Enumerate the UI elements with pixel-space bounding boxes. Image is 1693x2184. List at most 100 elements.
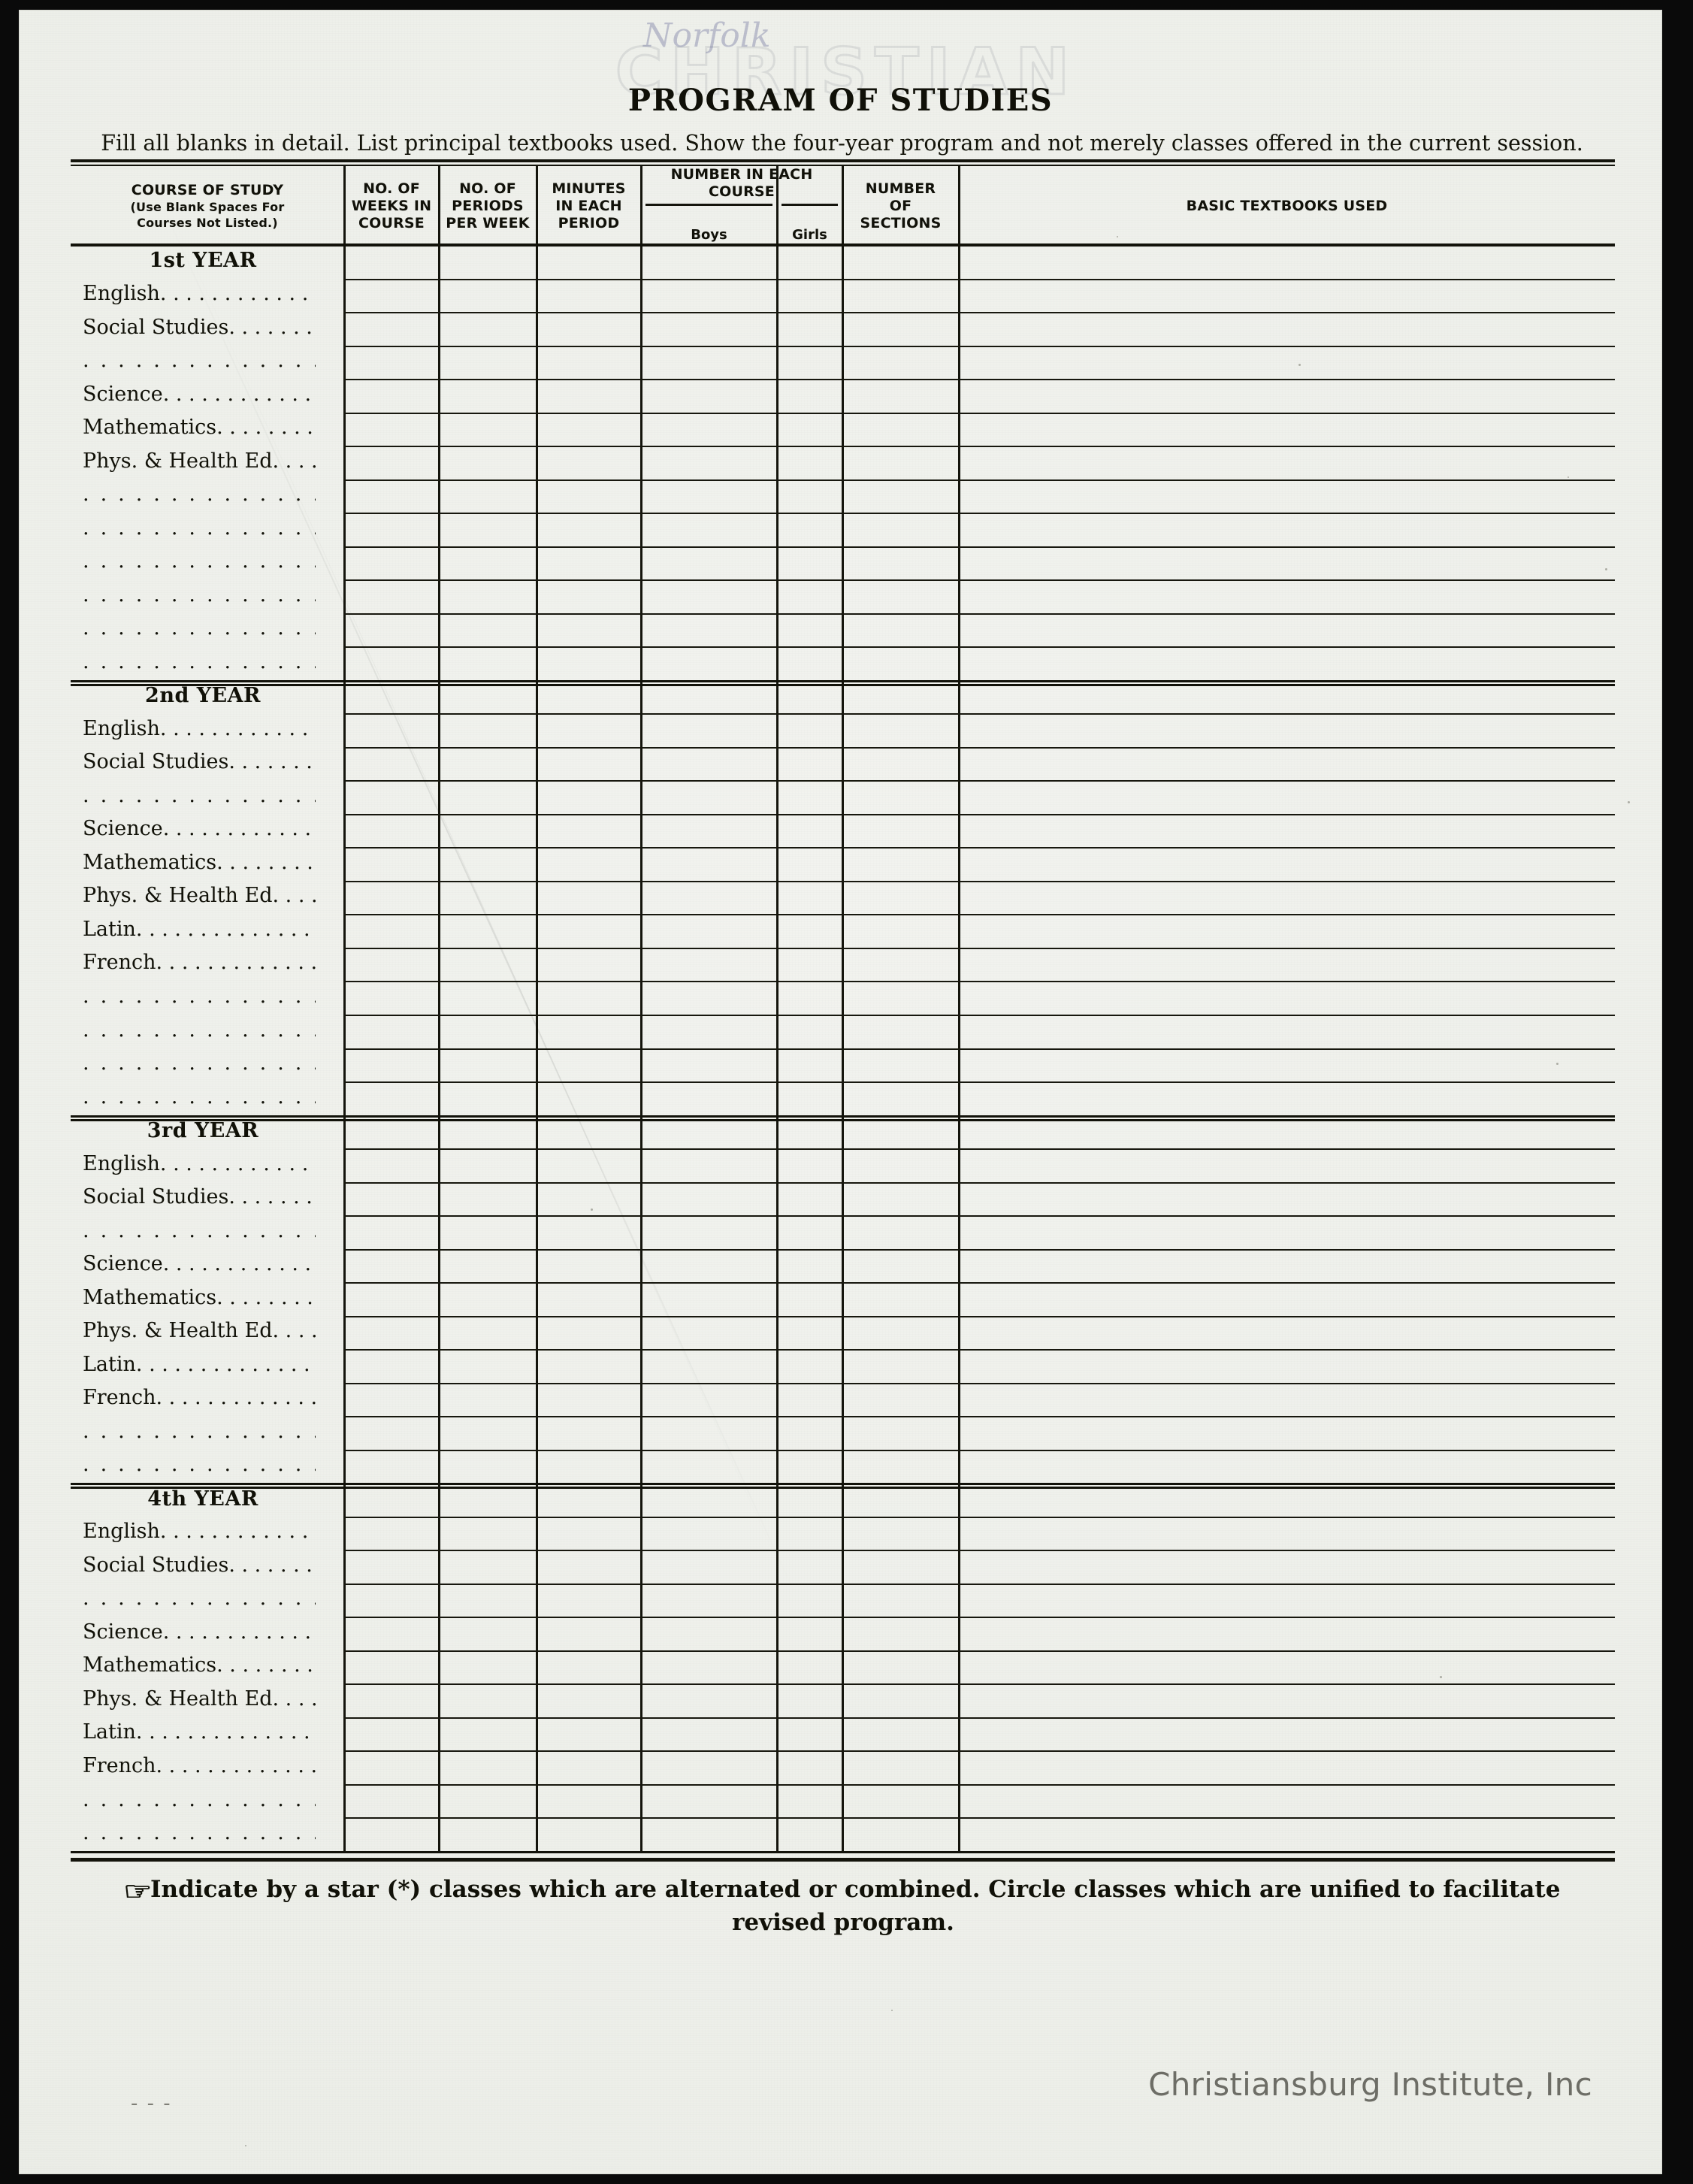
course-row-label[interactable]: . . . . . . . . . . . . . . . . . . . . … xyxy=(83,1051,316,1075)
course-row-label[interactable]: English. . . . . . . . . . . . . . xyxy=(83,1520,316,1544)
row-rule xyxy=(344,412,1615,414)
course-row-label[interactable]: Social Studies. . . . . . . . . xyxy=(83,750,316,774)
row-rule xyxy=(344,513,1615,515)
course-row-label[interactable]: Phys. & Health Ed. . . . . . xyxy=(83,884,316,908)
course-row-label[interactable]: . . . . . . . . . . . . . . . . . . . . … xyxy=(83,1787,316,1811)
row-rule xyxy=(344,713,1615,715)
paper-speck xyxy=(1568,476,1569,478)
course-row-label[interactable]: . . . . . . . . . . . . . . . . . . . . … xyxy=(83,1587,316,1611)
course-row-label[interactable]: . . . . . . . . . . . . . . . . . . . . … xyxy=(83,482,316,507)
table-column-divider xyxy=(343,166,346,246)
header-weeks-in-course: NO. OF WEEKS IN COURSE xyxy=(344,166,439,246)
row-rule xyxy=(344,746,1615,749)
row-rule xyxy=(344,1382,1615,1384)
course-row-label[interactable]: . . . . . . . . . . . . . . . . . . . . … xyxy=(83,516,316,540)
course-row-label[interactable]: . . . . . . . . . . . . . . . . . . . . … xyxy=(83,616,316,640)
course-row-label[interactable]: French. . . . . . . . . . . . . . xyxy=(83,951,316,975)
course-row-label[interactable]: Mathematics. . . . . . . . . . xyxy=(83,1285,316,1309)
paper-speck xyxy=(1628,801,1630,803)
course-row-label[interactable]: Phys. & Health Ed. . . . . . xyxy=(83,449,316,473)
header-periods-per-week-line-3: PER WEEK xyxy=(446,214,530,231)
section-divider-rule xyxy=(71,1851,1615,1853)
header-weeks-in-course-line-1: NO. OF xyxy=(363,180,420,197)
course-row-label[interactable]: . . . . . . . . . . . . . . . . . . . . … xyxy=(83,349,316,373)
row-rule xyxy=(344,1783,1615,1786)
header-number-of-sections-line-1: NUMBER xyxy=(865,180,936,197)
row-rule xyxy=(344,847,1615,849)
course-row-label[interactable]: French. . . . . . . . . . . . . . xyxy=(83,1753,316,1777)
course-row-label[interactable]: English. . . . . . . . . . . . . . xyxy=(83,282,316,306)
course-row-label[interactable]: French. . . . . . . . . . . . . . xyxy=(83,1386,316,1410)
row-rule xyxy=(344,1817,1615,1819)
header-weeks-in-course-line-3: COURSE xyxy=(358,214,425,231)
section-divider-rule xyxy=(71,1483,1615,1486)
table-top-rule xyxy=(71,159,1615,162)
header-number-of-sections-line-2: OF xyxy=(889,197,912,214)
header-minutes-each-period-line-3: PERIOD xyxy=(558,214,620,231)
course-row-label[interactable]: Mathematics. . . . . . . . . . xyxy=(83,850,316,874)
course-row-label[interactable]: . . . . . . . . . . . . . . . . . . . . … xyxy=(83,582,316,606)
course-row-label[interactable]: Science. . . . . . . . . . . . . . xyxy=(83,382,316,406)
course-row-label[interactable]: . . . . . . . . . . . . . . . . . . . . … xyxy=(83,783,316,807)
course-row-label[interactable]: . . . . . . . . . . . . . . . . . . . . … xyxy=(83,1821,316,1845)
course-row-label[interactable]: . . . . . . . . . . . . . . . . . . . . … xyxy=(83,1419,316,1443)
table-column-divider xyxy=(438,166,440,246)
row-rule xyxy=(344,312,1615,314)
row-rule xyxy=(344,1248,1615,1251)
course-row-label[interactable]: Social Studies. . . . . . . . . xyxy=(83,315,316,339)
course-row-label[interactable]: Latin. . . . . . . . . . . . . . . . xyxy=(83,1352,316,1376)
header-number-in-each-course-line-2: COURSE xyxy=(708,183,775,200)
document-sheet: CHRISTIAN Norfolk PROGRAM OF STUDIES Fil… xyxy=(20,11,1661,2173)
header-bottom-rule xyxy=(71,244,1615,247)
course-row-label[interactable]: Phys. & Health Ed. . . . . . xyxy=(83,1319,316,1343)
course-row-label[interactable]: . . . . . . . . . . . . . . . . . . . . … xyxy=(83,1218,316,1242)
row-rule xyxy=(344,1282,1615,1284)
table-header-row: COURSE OF STUDY (Use Blank Spaces For Cour… xyxy=(71,166,1615,246)
course-row-label[interactable]: . . . . . . . . . . . . . . . . . . . . … xyxy=(83,985,316,1009)
course-row-label[interactable]: . . . . . . . . . . . . . . . . . . . . … xyxy=(83,1018,316,1042)
section-divider-rule xyxy=(71,1115,1615,1118)
page-title: PROGRAM OF STUDIES xyxy=(627,83,1054,118)
header-subcolumn-rule-1 xyxy=(645,204,772,206)
course-row-label[interactable]: Latin. . . . . . . . . . . . . . . . xyxy=(83,1720,316,1744)
program-of-studies-form: PROGRAM OF STUDIES Fill all blanks in de… xyxy=(20,11,1661,2173)
row-rule xyxy=(344,1148,1615,1151)
table-column-divider xyxy=(776,202,778,246)
row-rule xyxy=(344,278,1615,280)
course-row-label[interactable]: Science. . . . . . . . . . . . . . xyxy=(83,817,316,841)
course-row-label[interactable]: English. . . . . . . . . . . . . . xyxy=(83,716,316,740)
course-row-label[interactable]: . . . . . . . . . . . . . . . . . . . . … xyxy=(83,1084,316,1109)
footer-note-line-1: Indicate by a star (*) classes which are… xyxy=(150,1876,1561,1903)
course-row-label[interactable]: . . . . . . . . . . . . . . . . . . . . … xyxy=(83,1453,316,1477)
course-row-label[interactable]: Science. . . . . . . . . . . . . . xyxy=(83,1620,316,1644)
row-rule xyxy=(344,646,1615,649)
section-heading-3: 3rd YEAR xyxy=(147,1118,259,1142)
row-rule xyxy=(344,1215,1615,1218)
row-rule xyxy=(344,379,1615,381)
row-rule xyxy=(344,1617,1615,1619)
row-rule xyxy=(344,880,1615,882)
course-row-label[interactable]: Phys. & Health Ed. . . . . . xyxy=(83,1686,316,1711)
row-rule xyxy=(344,1550,1615,1552)
course-row-label[interactable]: . . . . . . . . . . . . . . . . . . . . … xyxy=(83,649,316,673)
header-number-of-sections: NUMBER OF SECTIONS xyxy=(842,166,959,246)
header-basic-textbooks-used: BASIC TEXTBOOKS USED xyxy=(959,166,1615,246)
stray-pencil-mark: - - - xyxy=(131,2092,172,2115)
course-row-label[interactable]: Latin. . . . . . . . . . . . . . . . xyxy=(83,917,316,941)
header-number-in-each-course-line-1: NUMBER IN EACH xyxy=(670,166,813,183)
section-divider-rule-second xyxy=(71,1118,1615,1121)
course-row-label[interactable]: . . . . . . . . . . . . . . . . . . . . … xyxy=(83,549,316,573)
course-row-label[interactable]: Social Studies. . . . . . . . . xyxy=(83,1553,316,1577)
course-row-label[interactable]: Science. . . . . . . . . . . . . . xyxy=(83,1252,316,1276)
course-row-label[interactable]: Mathematics. . . . . . . . . . xyxy=(83,1653,316,1677)
table-bottom-rule xyxy=(71,1858,1615,1862)
course-row-label[interactable]: English. . . . . . . . . . . . . . xyxy=(83,1151,316,1175)
course-row-label[interactable]: Mathematics. . . . . . . . . . xyxy=(83,416,316,440)
course-row-label[interactable]: Social Studies. . . . . . . . . xyxy=(83,1185,316,1209)
row-rule xyxy=(344,1315,1615,1317)
header-course-of-study-line-1: COURSE OF STUDY xyxy=(131,181,284,198)
header-minutes-each-period-line-1: MINUTES xyxy=(552,180,626,197)
row-rule xyxy=(344,947,1615,949)
paper-speck xyxy=(1556,1063,1558,1065)
footer-note-line-2: revised program. xyxy=(732,1909,954,1936)
